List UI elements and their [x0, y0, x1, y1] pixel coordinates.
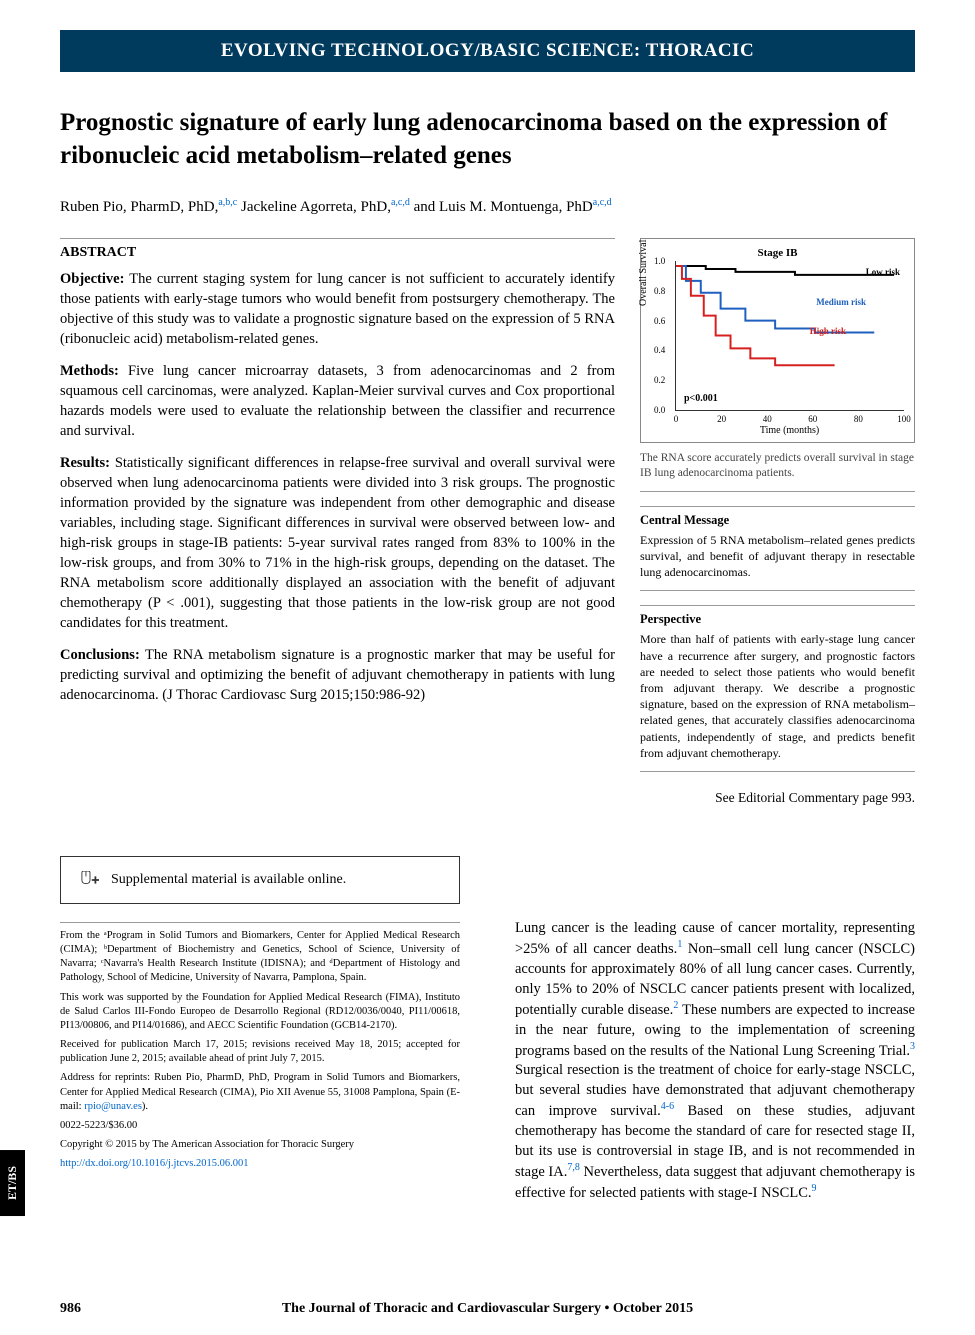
abstract-results: Results: Statistically significant diffe…	[60, 453, 615, 633]
line-low-risk	[676, 266, 894, 275]
citation-ref[interactable]: 1	[677, 939, 682, 950]
abs-label: Conclusions:	[60, 647, 140, 663]
x-tick: 60	[808, 414, 817, 424]
chart-title: Stage IB	[651, 247, 904, 259]
y-tick: 0.6	[654, 316, 665, 326]
author: Ruben Pio, PharmD, PhD,	[60, 199, 218, 215]
chart-y-label: Overall Survival	[638, 239, 649, 305]
abs-text: The current staging system for lung canc…	[60, 271, 615, 347]
supplemental-box[interactable]: Supplemental material is available onlin…	[60, 856, 460, 904]
km-svg	[676, 261, 904, 410]
author-aff[interactable]: a,c,d	[593, 197, 612, 208]
abstract-heading: ABSTRACT	[60, 238, 615, 261]
reprints-post: ).	[142, 1101, 148, 1112]
author: and Luis M. Montuenga, PhD	[414, 199, 593, 215]
copyright-note: Copyright © 2015 by The American Associa…	[60, 1138, 460, 1152]
abs-label: Results:	[60, 455, 110, 471]
citation-ref[interactable]: 4-6	[661, 1101, 674, 1112]
chart-plot-area: Overall Survival p<0.001 Low risk Medium…	[675, 261, 904, 411]
abs-label: Methods:	[60, 363, 119, 379]
editorial-link[interactable]: See Editorial Commentary page 993.	[640, 790, 915, 806]
y-tick: 1.0	[654, 256, 665, 266]
central-message-heading: Central Message	[640, 506, 915, 528]
central-message-text: Expression of 5 RNA metabolism–related g…	[640, 532, 915, 592]
x-tick: 100	[897, 414, 911, 424]
supplemental-text: Supplemental material is available onlin…	[111, 872, 346, 888]
abs-text: Statistically significant differences in…	[60, 455, 615, 631]
page-footer: 986 The Journal of Thoracic and Cardiova…	[0, 1301, 975, 1317]
x-tick: 80	[854, 414, 863, 424]
author-email-link[interactable]: rpio@unav.es	[84, 1101, 142, 1112]
abstract-methods: Methods: Five lung cancer microarray dat…	[60, 361, 615, 441]
doi-link[interactable]: http://dx.doi.org/10.1016/j.jtcvs.2015.0…	[60, 1158, 249, 1169]
mouse-plus-icon	[79, 871, 101, 889]
abstract-objective: Objective: The current staging system fo…	[60, 269, 615, 349]
chart-pvalue: p<0.001	[684, 393, 718, 404]
journal-footer: The Journal of Thoracic and Cardiovascul…	[282, 1301, 693, 1316]
section-banner: EVOLVING TECHNOLOGY/BASIC SCIENCE: THORA…	[60, 30, 915, 72]
reprints-note: Address for reprints: Ruben Pio, PharmD,…	[60, 1071, 460, 1114]
body-paragraph: Lung cancer is the leading cause of canc…	[515, 918, 915, 1203]
y-tick: 0.2	[654, 375, 665, 385]
legend-low-risk: Low risk	[866, 267, 900, 277]
figure-caption: The RNA score accurately predicts overal…	[640, 451, 915, 492]
abs-text: Five lung cancer microarray datasets, 3 …	[60, 363, 615, 439]
x-tick: 20	[717, 414, 726, 424]
km-chart: Stage IB Overall Survival p<0.001 Low ri…	[640, 238, 915, 443]
side-tab: ET/BS	[0, 1150, 25, 1216]
y-tick: 0.4	[654, 345, 665, 355]
abstract-conclusions: Conclusions: The RNA metabolism signatur…	[60, 645, 615, 705]
legend-medium-risk: Medium risk	[816, 297, 866, 307]
legend-high-risk: High risk	[810, 326, 846, 336]
y-tick: 0.8	[654, 286, 665, 296]
author-aff[interactable]: a,b,c	[218, 197, 237, 208]
author: Jackeline Agorreta, PhD,	[241, 199, 391, 215]
issn-note: 0022-5223/$36.00	[60, 1119, 460, 1133]
abs-text: The RNA metabolism signature is a progno…	[60, 647, 615, 703]
citation-ref[interactable]: 3	[910, 1041, 915, 1052]
citation-ref[interactable]: 9	[812, 1183, 817, 1194]
funding-note: This work was supported by the Foundatio…	[60, 991, 460, 1034]
x-tick: 40	[763, 414, 772, 424]
affiliations-note: From the ᵃProgram in Solid Tumors and Bi…	[60, 929, 460, 986]
footnotes: From the ᵃProgram in Solid Tumors and Bi…	[60, 922, 460, 1172]
y-tick: 0.0	[654, 405, 665, 415]
citation-ref[interactable]: 2	[673, 1000, 678, 1011]
citation-ref[interactable]: 7,8	[567, 1162, 580, 1173]
x-tick: 0	[674, 414, 679, 424]
perspective-heading: Perspective	[640, 605, 915, 627]
article-title: Prognostic signature of early lung adeno…	[60, 107, 915, 172]
author-line: Ruben Pio, PharmD, PhD,a,b,c Jackeline A…	[60, 197, 915, 216]
dates-note: Received for publication March 17, 2015;…	[60, 1038, 460, 1066]
chart-x-label: Time (months)	[675, 425, 904, 436]
perspective-text: More than half of patients with early-st…	[640, 631, 915, 772]
author-aff[interactable]: a,c,d	[391, 197, 410, 208]
page-number: 986	[60, 1301, 81, 1317]
abs-label: Objective:	[60, 271, 124, 287]
